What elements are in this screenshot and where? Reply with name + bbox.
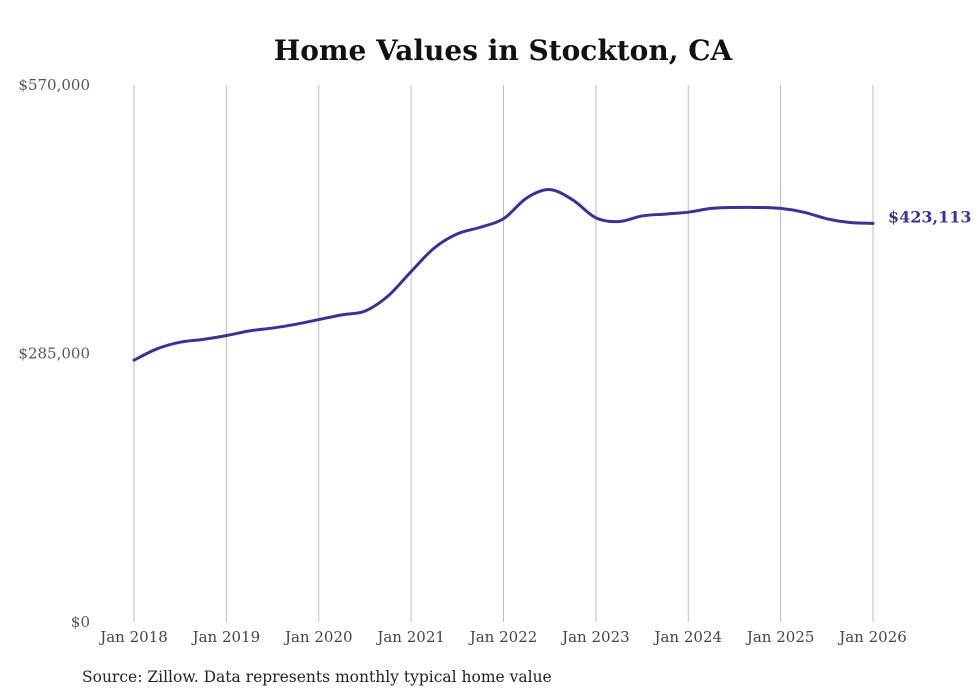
data-point-0-29 [802,211,805,214]
gridlines [133,85,874,622]
data-point-0-27 [756,206,759,209]
data-point-0-1 [156,347,159,350]
data-point-0-3 [202,338,205,341]
data-point-0-11 [387,295,390,298]
x-tick-label: Jan 2020 [283,628,353,646]
x-tick-label: Jan 2021 [375,628,445,646]
x-tick-label: Jan 2026 [837,628,907,646]
chart-title: Home Values in Stockton, CA [274,34,734,67]
data-point-0-19 [571,198,574,201]
data-point-0-25 [710,207,713,210]
x-tick-label: Jan 2018 [98,628,168,646]
data-point-0-5 [248,329,251,332]
y-tick-label: $285,000 [18,345,90,363]
data-point-0-9 [340,313,343,316]
data-point-0-30 [825,217,828,220]
x-tick-label: Jan 2025 [745,628,815,646]
data-point-0-10 [363,310,366,313]
data-point-0-7 [294,323,297,326]
data-point-0-20 [594,216,597,219]
series-line-0 [132,188,875,362]
data-point-0-21 [617,220,620,223]
end-value-label: $423,113 [888,207,972,226]
x-tick-label: Jan 2022 [468,628,538,646]
series-group [132,188,875,362]
data-point-0-8 [317,318,320,321]
data-point-0-22 [641,214,644,217]
data-point-0-14 [456,232,459,235]
data-point-0-26 [733,206,736,209]
x-tick-label: Jan 2023 [560,628,630,646]
data-point-0-24 [687,211,690,214]
y-axis-ticks: $0 $285,000 $570,000 [18,76,90,631]
data-point-0-17 [525,197,528,200]
data-point-0-16 [502,217,505,220]
x-tick-label: Jan 2024 [652,628,722,646]
data-point-0-15 [479,226,482,229]
data-point-0-4 [225,334,228,337]
data-point-0-0 [133,359,136,362]
data-point-0-2 [179,341,182,344]
source-note: Source: Zillow. Data represents monthly … [82,668,552,686]
data-point-0-28 [779,207,782,210]
data-point-0-23 [664,213,667,216]
data-point-0-31 [848,221,851,224]
data-point-0-6 [271,327,274,330]
x-axis-ticks: Jan 2018 Jan 2019 Jan 2020 Jan 2021 Jan 2022… [98,628,907,646]
x-tick-label: Jan 2019 [191,628,261,646]
y-tick-label: $570,000 [18,76,90,94]
data-point-0-12 [410,270,413,273]
data-point-0-18 [548,188,551,191]
data-point-0-32 [872,222,875,225]
y-tick-label: $0 [71,613,90,631]
data-point-0-13 [433,246,436,249]
